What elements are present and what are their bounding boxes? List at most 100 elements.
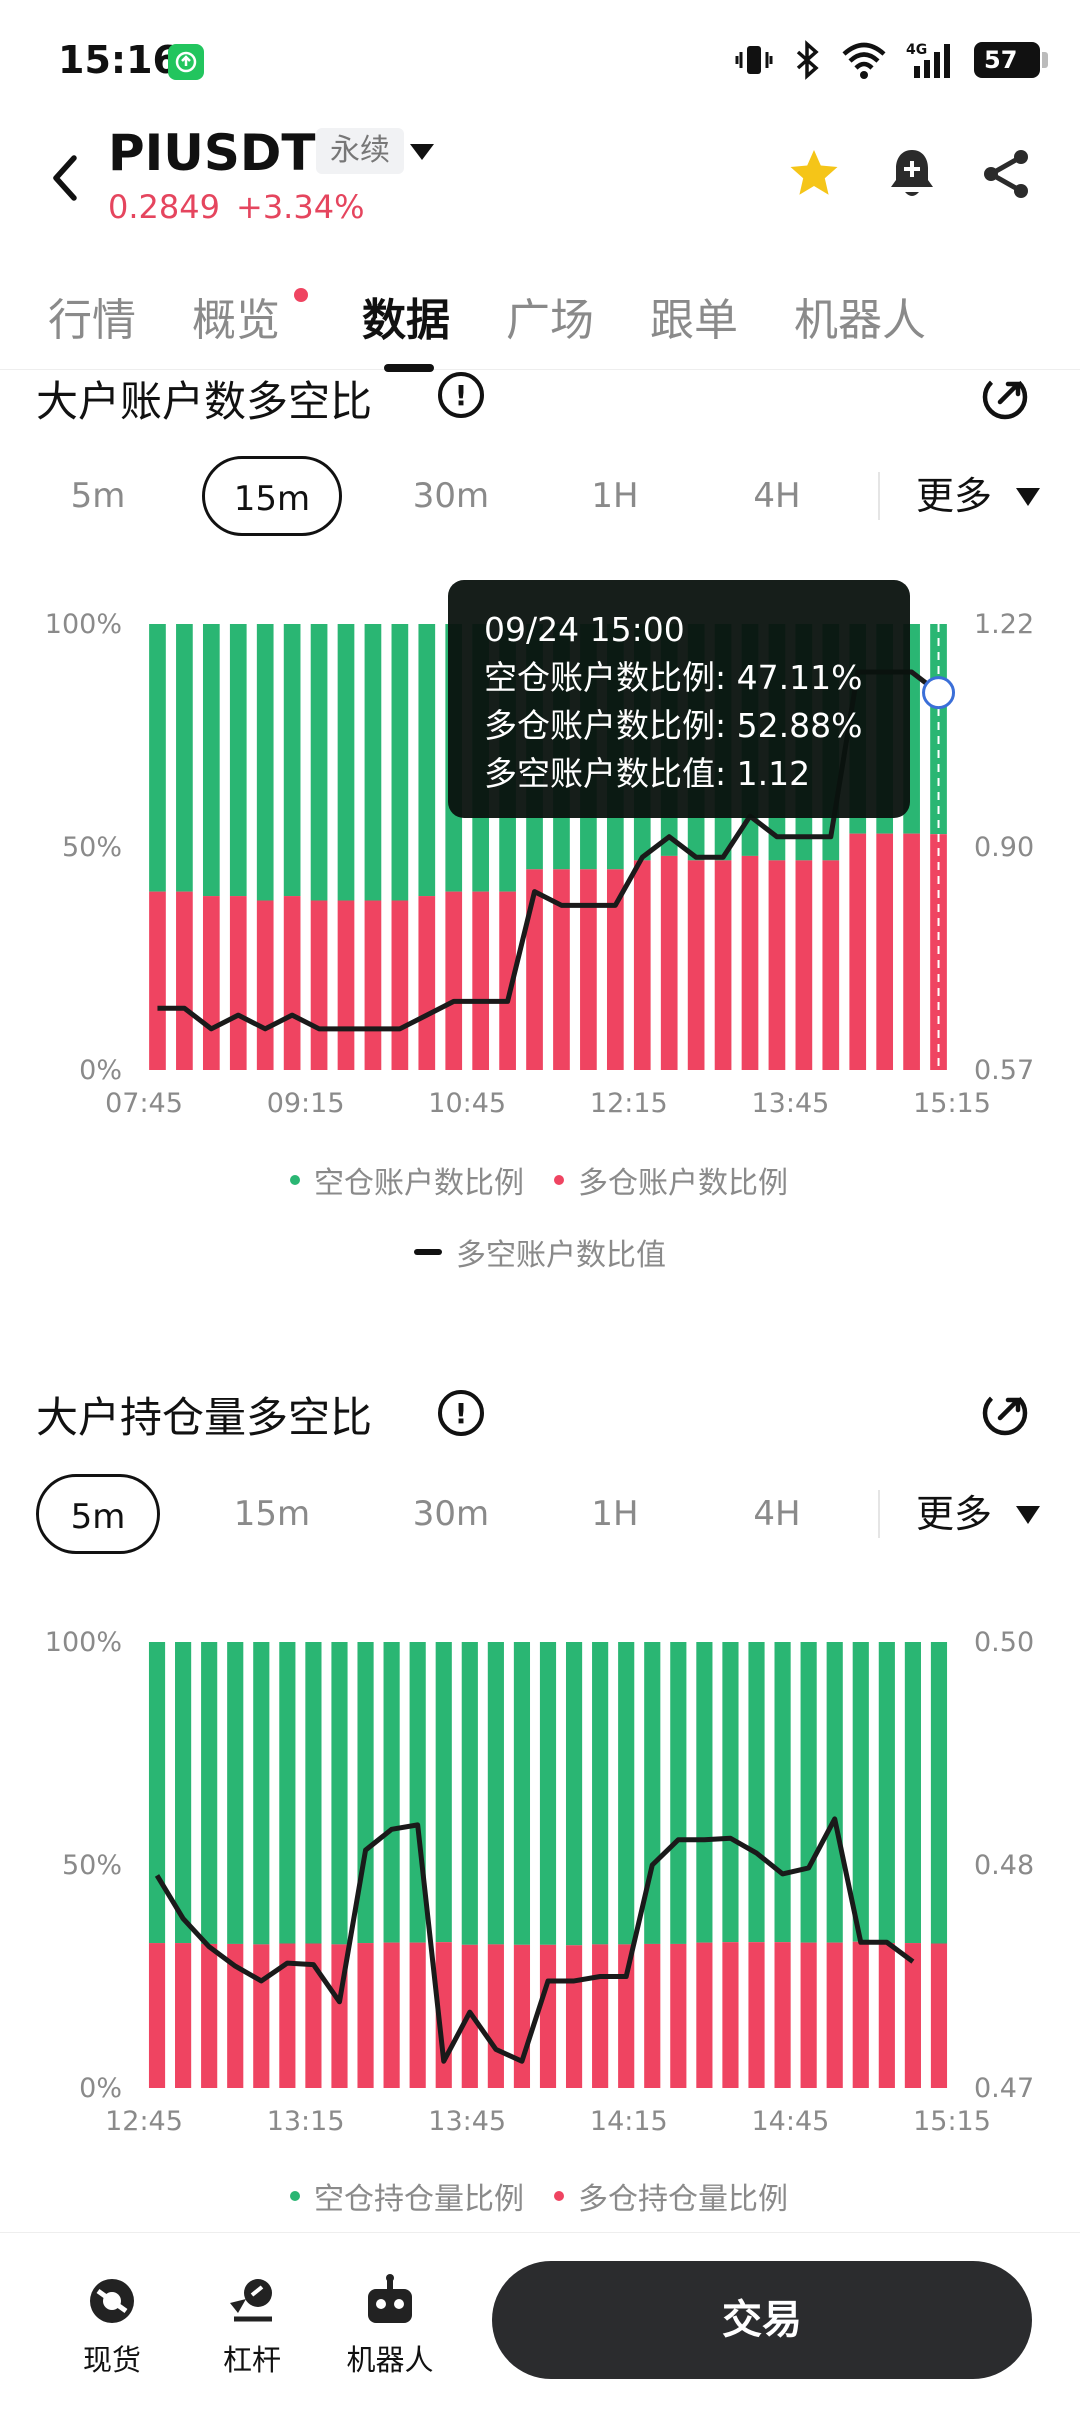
short-bar	[149, 624, 166, 892]
long-bar	[526, 869, 543, 1070]
tab-market[interactable]: 行情	[48, 295, 136, 346]
long-bar	[826, 1942, 843, 2088]
status-icons: 4G 57	[734, 38, 1048, 82]
more-intervals-button[interactable]: 更多	[916, 1492, 993, 1536]
position-ratio-chart[interactable]: 100% 50% 0% 0.50 0.48 0.47 12:45 13:15 13:45 14:1…	[0, 1608, 1080, 2168]
short-bar	[878, 1642, 895, 1944]
external-link-icon[interactable]	[980, 372, 1030, 422]
interval-15m[interactable]: 15m	[233, 1494, 311, 1534]
long-bar	[644, 1943, 661, 2088]
short-bar	[644, 1642, 661, 1944]
interval-30m[interactable]: 30m	[412, 1494, 490, 1534]
more-intervals-button[interactable]: 更多	[916, 474, 993, 518]
short-bar	[618, 1642, 635, 1945]
external-link-icon[interactable]	[980, 1388, 1030, 1438]
right-axis-tick: 0.50	[974, 1627, 1034, 1658]
short-bar	[148, 1642, 166, 1944]
long-bar	[539, 1944, 557, 2088]
short-bar	[227, 1642, 244, 1944]
robot-icon	[362, 2273, 418, 2329]
nav-margin[interactable]: 杠杆	[192, 2273, 312, 2379]
left-axis-tick: 0%	[79, 1055, 122, 1086]
long-bar	[903, 833, 920, 1070]
interval-30m[interactable]: 30m	[412, 476, 490, 516]
long-bar	[670, 1943, 687, 2088]
long-bar	[592, 1944, 609, 2088]
short-bar	[670, 1642, 687, 1944]
short-bar	[176, 624, 193, 892]
chart-tooltip: 09/24 15:00 空仓账户数比例: 47.11% 多仓账户数比例: 52.…	[448, 580, 910, 818]
interval-5m[interactable]: 5m	[70, 476, 126, 516]
long-bar	[283, 896, 301, 1070]
contract-type-badge[interactable]: 永续	[316, 128, 404, 174]
short-bar	[513, 1642, 531, 1945]
long-bar	[748, 1942, 765, 2088]
favorite-button[interactable]	[782, 142, 846, 206]
long-bar	[472, 891, 490, 1070]
long-bar	[878, 1943, 895, 2088]
status-time: 15:16	[58, 38, 179, 82]
section2-title: 大户持仓量多空比	[36, 1393, 373, 1442]
interval-4h[interactable]: 4H	[753, 1494, 801, 1534]
x-axis-tick: 10:45	[428, 1088, 506, 1119]
short-bar	[800, 1642, 817, 1943]
long-bar	[175, 1943, 192, 2088]
tab-overview[interactable]: 概览	[192, 295, 280, 346]
long-bar	[201, 1943, 218, 2088]
x-axis-tick: 15:15	[913, 1088, 991, 1119]
short-bar	[539, 1642, 557, 1945]
short-bar	[253, 1642, 270, 1945]
short-bar	[722, 1642, 739, 1943]
share-button[interactable]	[974, 142, 1038, 206]
legend-ratio[interactable]: 多空账户数比值	[414, 1230, 666, 1274]
legend-long[interactable]: 多仓账户数比例	[554, 1158, 788, 1202]
long-bar	[774, 1942, 791, 2088]
tab-bots[interactable]: 机器人	[794, 295, 926, 346]
interval-4h[interactable]: 4H	[753, 476, 801, 516]
long-bar	[714, 860, 732, 1070]
info-icon[interactable]: !	[438, 1390, 484, 1436]
caret-down-icon[interactable]	[1016, 1506, 1040, 1524]
interval-5m[interactable]: 5m	[36, 1474, 160, 1554]
legend-short[interactable]: 空仓持仓量比例	[290, 2174, 524, 2218]
short-bar	[279, 1642, 296, 1944]
legend-short[interactable]: 空仓账户数比例	[290, 1158, 524, 1202]
long-bar	[660, 855, 678, 1070]
interval-15m[interactable]: 15m	[202, 456, 342, 536]
nav-spot-label: 现货	[82, 2343, 141, 2377]
alert-button[interactable]	[880, 142, 944, 206]
long-bar	[227, 1943, 244, 2088]
margin-icon	[224, 2273, 280, 2329]
short-bar	[310, 624, 328, 901]
tab-data[interactable]: 数据	[362, 295, 450, 346]
back-button[interactable]	[46, 148, 86, 208]
wifi-icon	[842, 42, 886, 79]
tab-square[interactable]: 广场	[506, 295, 594, 346]
symbol-name[interactable]: PIUSDT	[108, 124, 316, 182]
short-bar	[283, 624, 301, 897]
svg-text:4G: 4G	[906, 42, 927, 58]
long-bar	[580, 869, 597, 1070]
long-bar	[364, 900, 382, 1070]
vibrate-icon	[735, 46, 773, 74]
interval-1h[interactable]: 1H	[591, 476, 639, 516]
tab-copy-trading[interactable]: 跟单	[650, 295, 738, 346]
info-icon[interactable]: !	[438, 372, 484, 418]
legend-long[interactable]: 多仓持仓量比例	[554, 2174, 788, 2218]
nav-spot[interactable]: 现货	[52, 2273, 172, 2379]
trade-button[interactable]: 交易	[492, 2261, 1032, 2379]
spot-icon	[84, 2273, 140, 2329]
interval-1h[interactable]: 1H	[591, 1494, 639, 1534]
short-bar	[592, 1642, 609, 1945]
bluetooth-icon	[796, 40, 819, 80]
short-bar	[487, 1642, 504, 1945]
ratio-line	[157, 669, 941, 1032]
price-change: +3.34%	[236, 188, 365, 226]
caret-down-icon[interactable]	[1016, 488, 1040, 506]
short-bar	[331, 1642, 348, 1945]
long-bar	[305, 1943, 322, 2088]
chevron-down-icon[interactable]	[410, 144, 434, 160]
long-bar	[565, 1945, 583, 2088]
legend-ratio-label: 多空账户数比值	[456, 1238, 666, 1273]
nav-bots[interactable]: 机器人	[330, 2273, 450, 2379]
